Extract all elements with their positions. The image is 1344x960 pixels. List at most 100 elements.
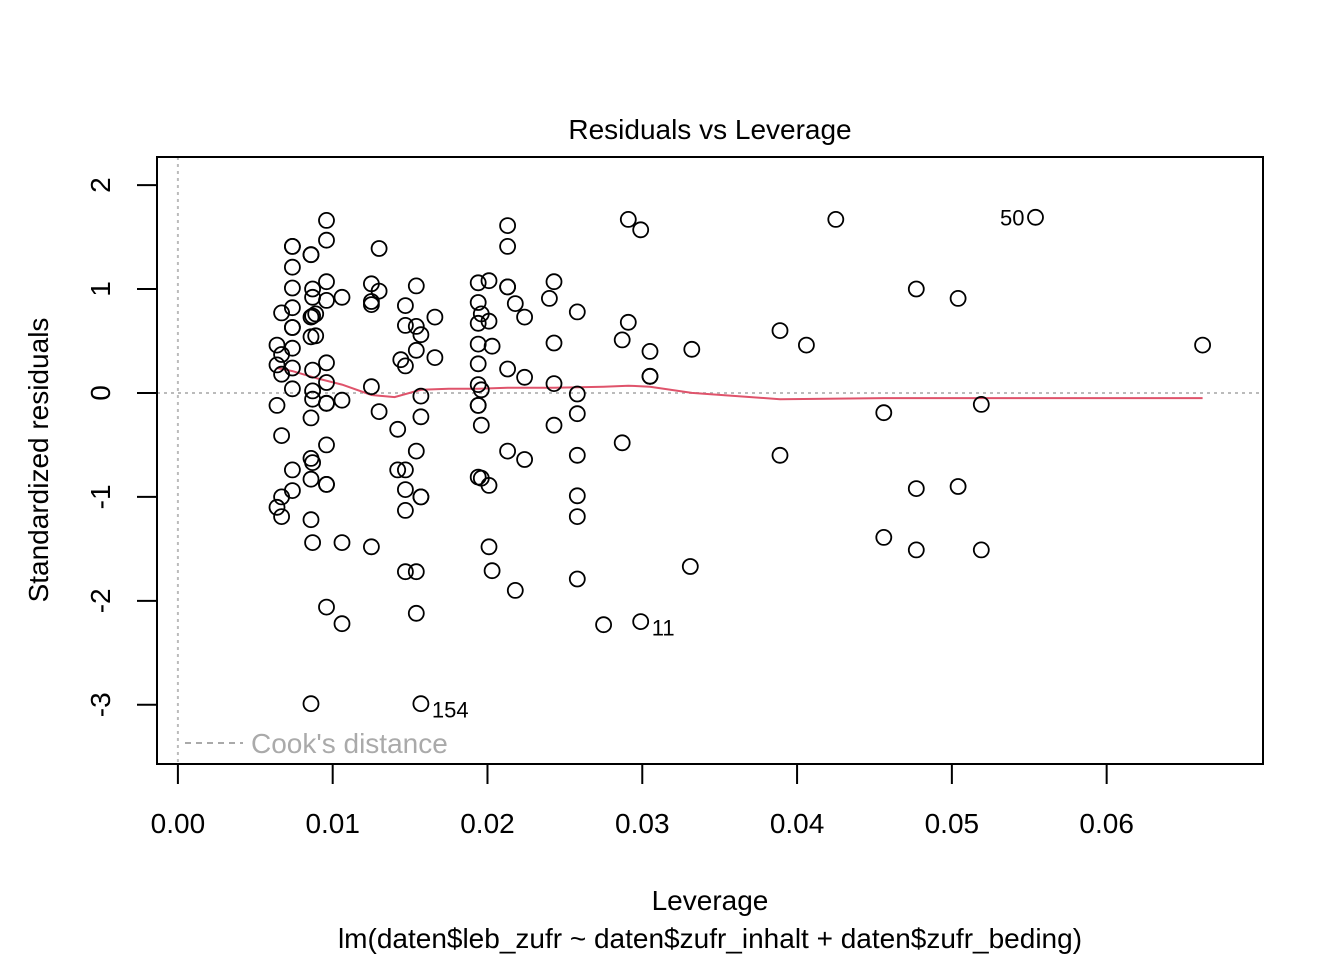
data-point xyxy=(568,487,586,505)
data-point xyxy=(568,570,586,588)
data-point xyxy=(412,488,430,506)
point-label: 154 xyxy=(432,698,469,723)
y-tick-label: 0 xyxy=(85,385,116,401)
data-point xyxy=(907,541,925,559)
data-point xyxy=(480,538,498,556)
data-point xyxy=(407,277,425,295)
data-point xyxy=(304,454,322,472)
data-point xyxy=(545,416,563,434)
data-point xyxy=(506,295,524,313)
data-point xyxy=(907,280,925,298)
data-point xyxy=(568,446,586,464)
data-point xyxy=(412,408,430,426)
data-point xyxy=(641,342,659,360)
data-point xyxy=(333,288,351,306)
data-point xyxy=(307,327,325,345)
data-point xyxy=(318,374,335,391)
data-point xyxy=(827,210,845,228)
data-point xyxy=(318,475,335,493)
data-point xyxy=(302,511,320,529)
data-point xyxy=(318,273,335,291)
data-point xyxy=(333,534,351,551)
cooks-distance-legend: Cook's distance xyxy=(185,728,448,759)
data-point xyxy=(771,446,789,464)
y-axis: -3 -2 -1 0 1 2 xyxy=(85,177,158,717)
data-point xyxy=(304,307,322,325)
data-point xyxy=(472,416,490,434)
data-point xyxy=(545,375,563,393)
data-point xyxy=(875,529,893,546)
data-point xyxy=(595,616,612,634)
x-tick-label: 0.03 xyxy=(615,808,670,839)
data-point xyxy=(412,326,430,344)
data-point xyxy=(396,297,414,315)
data-point xyxy=(681,558,699,575)
data-point xyxy=(333,391,351,409)
y-tick-label: 2 xyxy=(85,177,116,193)
x-tick-label: 0.06 xyxy=(1079,808,1134,839)
data-point xyxy=(283,380,301,398)
data-point xyxy=(469,274,487,292)
data-point xyxy=(407,341,425,359)
data-point xyxy=(389,461,407,479)
data-point xyxy=(499,237,517,255)
data-point xyxy=(972,395,990,413)
y-tick-label: -1 xyxy=(85,484,116,509)
data-point xyxy=(516,451,533,468)
data-point xyxy=(568,405,586,423)
smooth-fit-line xyxy=(276,367,1203,401)
chart-subtitle: lm(daten$leb_zufr ~ daten$zufr_inhalt + … xyxy=(338,923,1082,954)
data-point xyxy=(396,316,414,334)
data-point xyxy=(499,442,517,460)
data-point xyxy=(632,613,650,630)
data-point xyxy=(469,396,487,414)
data-point xyxy=(304,534,322,551)
data-point xyxy=(268,396,286,414)
data-point xyxy=(268,356,286,374)
data-point xyxy=(771,322,789,340)
data-point xyxy=(545,334,563,352)
data-point xyxy=(370,282,388,300)
legend-label: Cook's distance xyxy=(251,728,448,759)
data-point xyxy=(412,695,430,713)
data-point xyxy=(273,508,291,525)
data-point xyxy=(302,246,320,264)
data-point xyxy=(407,317,425,335)
data-point xyxy=(483,337,501,355)
data-point xyxy=(370,403,388,421)
data-point xyxy=(304,382,322,400)
data-points xyxy=(268,208,1211,713)
data-point xyxy=(683,340,701,358)
data-point xyxy=(268,498,286,516)
data-point xyxy=(396,501,414,519)
data-point xyxy=(273,488,291,506)
data-point xyxy=(273,427,291,445)
data-point xyxy=(469,294,487,311)
y-axis-label: Standardized residuals xyxy=(23,318,54,603)
data-point xyxy=(302,308,320,326)
data-point xyxy=(499,278,517,296)
data-point xyxy=(396,461,414,479)
data-point xyxy=(318,354,335,372)
x-axis-label: Leverage xyxy=(652,885,769,916)
data-point xyxy=(370,240,388,257)
data-point xyxy=(396,357,414,375)
data-point xyxy=(545,273,563,291)
data-point xyxy=(407,604,425,622)
data-point xyxy=(362,538,380,556)
data-point xyxy=(318,231,335,249)
data-point xyxy=(568,303,586,321)
data-point xyxy=(333,615,351,633)
data-point xyxy=(469,355,487,373)
data-point xyxy=(613,331,631,349)
data-point xyxy=(283,237,301,255)
data-point xyxy=(307,305,325,323)
smooth-line-path xyxy=(276,367,1203,401)
x-tick-label: 0.05 xyxy=(925,808,980,839)
data-point xyxy=(949,478,967,495)
data-point xyxy=(304,361,322,379)
data-point xyxy=(362,378,380,396)
data-point xyxy=(302,470,320,488)
